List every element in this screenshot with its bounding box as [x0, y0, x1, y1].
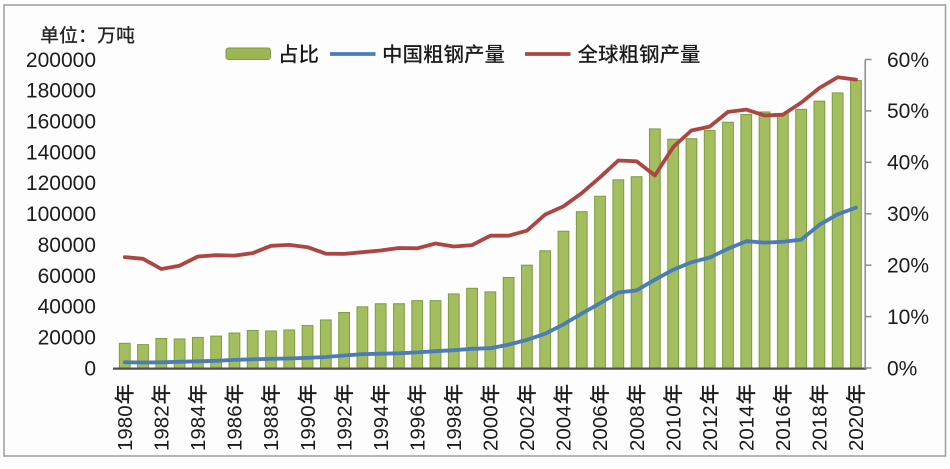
- svg-text:2010: 2010: [662, 405, 685, 451]
- svg-text:1996: 1996: [406, 405, 429, 451]
- svg-text:10%: 10%: [887, 306, 929, 329]
- svg-text:2004: 2004: [553, 405, 576, 451]
- svg-text:1992: 1992: [333, 405, 356, 451]
- svg-text:2002: 2002: [516, 405, 539, 451]
- svg-text:2016: 2016: [772, 405, 795, 451]
- svg-text:100000: 100000: [26, 203, 96, 226]
- svg-text:1982: 1982: [151, 405, 174, 451]
- svg-text:1980: 1980: [114, 405, 137, 451]
- svg-text:2008: 2008: [626, 405, 649, 451]
- svg-text:30%: 30%: [887, 203, 929, 226]
- svg-text:2000: 2000: [480, 405, 503, 451]
- svg-text:2020: 2020: [845, 405, 868, 451]
- svg-text:40000: 40000: [38, 296, 96, 319]
- svg-text:60000: 60000: [38, 265, 96, 288]
- svg-text:20%: 20%: [887, 255, 929, 278]
- svg-text:20000: 20000: [38, 326, 96, 349]
- svg-text:1984: 1984: [187, 405, 210, 451]
- svg-text:1998: 1998: [443, 405, 466, 451]
- svg-text:40%: 40%: [887, 152, 929, 175]
- svg-text:120000: 120000: [26, 172, 96, 195]
- svg-text:200000: 200000: [26, 49, 96, 72]
- svg-text:180000: 180000: [26, 80, 96, 103]
- svg-text:1994: 1994: [370, 405, 393, 451]
- svg-text:50%: 50%: [887, 100, 929, 123]
- svg-text:80000: 80000: [38, 234, 96, 257]
- svg-text:140000: 140000: [26, 141, 96, 164]
- svg-text:1986: 1986: [224, 405, 247, 451]
- svg-text:2014: 2014: [736, 405, 759, 451]
- svg-text:1988: 1988: [260, 405, 283, 451]
- svg-text:60%: 60%: [887, 49, 929, 72]
- svg-text:2006: 2006: [589, 405, 612, 451]
- svg-text:160000: 160000: [26, 111, 96, 134]
- svg-text:2012: 2012: [699, 405, 722, 451]
- svg-text:0%: 0%: [887, 357, 917, 380]
- svg-text:1990: 1990: [297, 405, 320, 451]
- svg-text:0: 0: [84, 357, 96, 380]
- svg-text:2018: 2018: [809, 405, 832, 451]
